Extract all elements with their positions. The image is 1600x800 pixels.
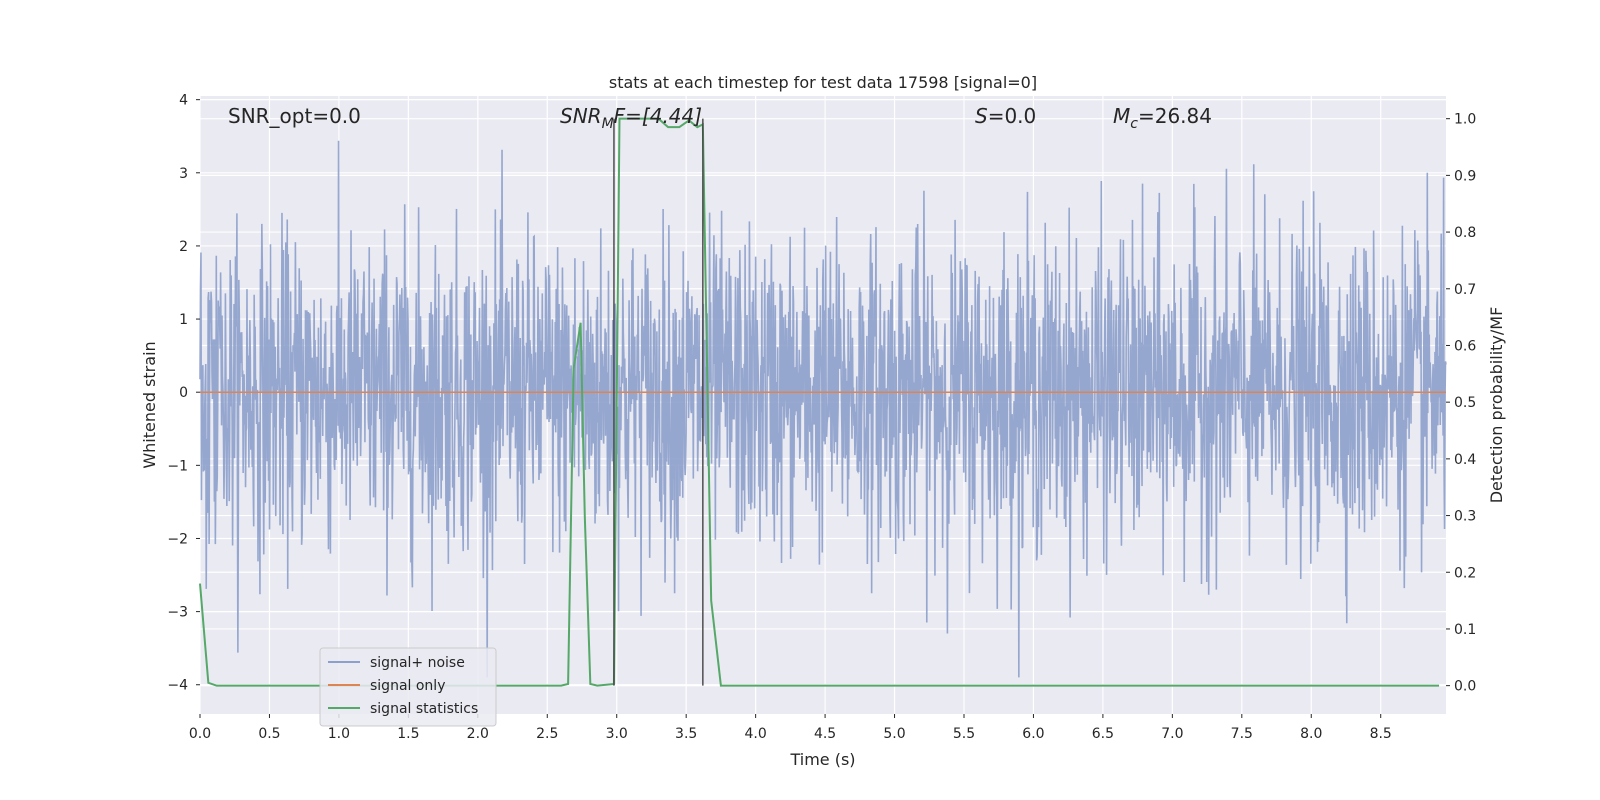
- series-signal-statistics: [199, 117, 1440, 687]
- x-tick-label: 4.0: [744, 726, 766, 742]
- y-tick-label: −2: [167, 531, 188, 547]
- x-axis-label: Time (s): [789, 750, 855, 769]
- y2-tick-labels: 0.0 0.1 0.2 0.3 0.4 0.5 0.6 0.7 0.8 0.9 1.0: [1446, 112, 1476, 695]
- x-tick-label: 0.0: [189, 726, 211, 742]
- x-tick-label: 0.5: [258, 726, 280, 742]
- y2-tick-label: 0.6: [1454, 338, 1476, 354]
- y-tick-label: 3: [179, 166, 188, 182]
- y2-tick-label: 0.4: [1454, 452, 1476, 468]
- x-tick-labels: 0.0 0.5 1.0 1.5 2.0 2.5 3.0 3.5 4.0 4.5 5.0 5.5 6.0 6…: [189, 714, 1392, 742]
- x-tick-label: 2.0: [467, 726, 489, 742]
- vertical-markers: [613, 118, 704, 686]
- x-tick-label: 3.5: [675, 726, 697, 742]
- y-tick-label: 4: [179, 93, 188, 109]
- y-tick-label: −1: [167, 458, 188, 474]
- series-signal-noise: [199, 140, 1447, 678]
- annotation-s: S=0.0: [975, 104, 1036, 128]
- x-tick-label: 5.5: [953, 726, 975, 742]
- y2-tick-label: 0.0: [1454, 679, 1476, 695]
- annotation-snr-mf: SNRMF=[4.44]: [560, 104, 702, 132]
- y-tick-label: −3: [167, 605, 188, 621]
- x-tick-label: 8.5: [1370, 726, 1392, 742]
- x-tick-label: 5.0: [883, 726, 905, 742]
- y-tick-label: −4: [167, 678, 188, 694]
- annotation-mc: Mc=26.84: [1113, 104, 1212, 132]
- legend: signal+ noise signal only signal statist…: [319, 647, 497, 727]
- x-tick-label: 7.5: [1231, 726, 1253, 742]
- x-tick-label: 3.0: [606, 726, 628, 742]
- x-tick-label: 2.5: [536, 726, 558, 742]
- y-tick-labels: −4 −3 −2 −1 0 1 2 3 4: [167, 93, 200, 694]
- series-layer: [199, 117, 1447, 687]
- y2-tick-label: 0.1: [1454, 622, 1476, 638]
- y2-tick-label: 0.2: [1454, 565, 1476, 581]
- y-tick-label: 0: [179, 385, 188, 401]
- x-tick-label: 6.5: [1092, 726, 1114, 742]
- y2-tick-label: 0.9: [1454, 168, 1476, 184]
- x-tick-label: 6.0: [1022, 726, 1044, 742]
- x-tick-label: 7.0: [1161, 726, 1183, 742]
- y2-axis-label: Detection probability/MF: [1487, 307, 1506, 504]
- x-tick-label: 8.0: [1300, 726, 1322, 742]
- y2-tick-label: 1.0: [1454, 112, 1476, 128]
- y2-tick-label: 0.3: [1454, 509, 1476, 525]
- x-tick-label: 1.5: [397, 726, 419, 742]
- legend-label-signal-noise: signal+ noise: [370, 655, 465, 671]
- x-tick-label: 1.0: [328, 726, 350, 742]
- y2-tick-label: 0.8: [1454, 225, 1476, 241]
- chart-title: stats at each timestep for test data 175…: [609, 73, 1037, 92]
- annotation-snr-opt: SNR_opt=0.0: [228, 104, 361, 128]
- y2-tick-label: 0.5: [1454, 395, 1476, 411]
- y-axis-label: Whitened strain: [140, 341, 159, 468]
- legend-label-signal-only: signal only: [370, 678, 445, 694]
- y2-tick-label: 0.7: [1454, 282, 1476, 298]
- legend-box: [319, 647, 497, 727]
- y-tick-label: 2: [179, 239, 188, 255]
- legend-label-signal-statistics: signal statistics: [370, 701, 478, 717]
- x-tick-label: 4.5: [814, 726, 836, 742]
- y-tick-label: 1: [179, 312, 188, 328]
